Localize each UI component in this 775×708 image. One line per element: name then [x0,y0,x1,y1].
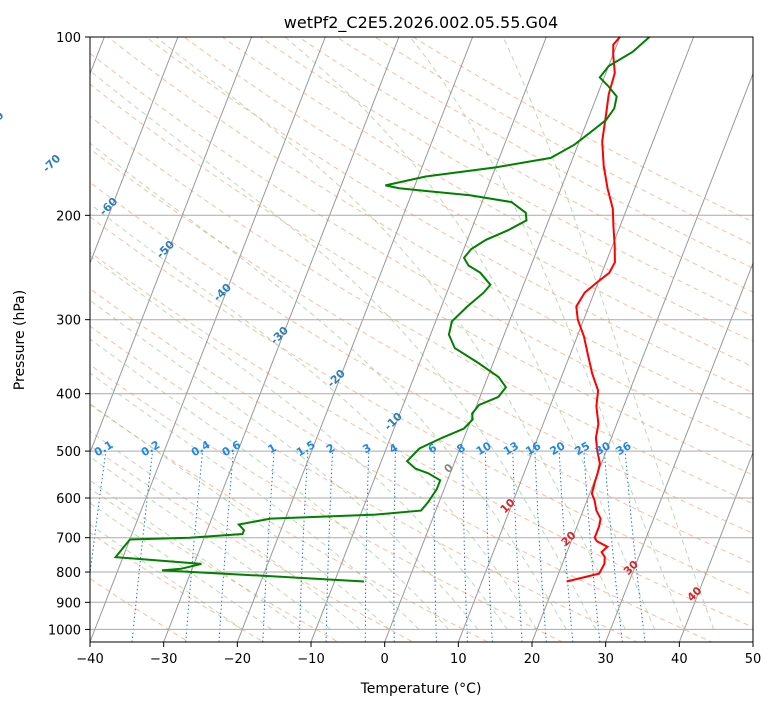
dry-adiabat-line [183,37,753,368]
moist-adiabat-line [90,403,390,630]
dry-adiabat-line [90,52,753,448]
x-tick-label: 10 [450,652,467,667]
x-axis-title: Temperature (°C) [360,681,482,697]
moist-adiabat-line [90,255,508,630]
mixing-ratio-line [298,451,309,642]
isotherm-line [90,37,326,642]
x-tick-label: 0 [381,652,389,667]
isopleth-label-layer: 0.10.20.40.611.52346810131620253036-100-… [0,109,705,604]
moist-adiabat-line [155,37,626,630]
y-tick-label: 600 [56,492,81,507]
mixing-ratio-line [325,451,334,642]
y-tick-label: 100 [56,31,81,46]
isotherm-label: -80 [0,109,7,132]
profile-series-line [566,37,621,583]
series-layer [113,37,651,583]
mixing-ratio-line [534,451,547,642]
mixing-ratio-line [433,451,437,642]
isotherm-line [90,37,179,265]
dry-adiabat-line [90,83,753,476]
dry-adiabat-line [107,37,753,421]
moist-adiabat-line [90,203,538,630]
y-tick-label: 400 [56,388,81,403]
y-tick-label: 500 [56,445,81,460]
x-tick-label: −20 [224,652,251,667]
y-tick-label: 300 [56,314,81,329]
x-tick-label: −10 [297,652,324,667]
x-tick-label: −40 [76,652,103,667]
mixing-ratio-line [364,451,370,642]
isotherm-line [163,37,400,642]
dry-adiabat-line [90,445,414,642]
mixing-ratio-line [485,451,493,642]
mixing-ratio-line [512,451,523,642]
moist-adiabat-line [90,502,272,630]
y-axis: 100 200 300 400 500 600 700 800 900 1000 [48,31,90,638]
moist-adiabat-line [90,142,567,630]
mixing-ratio-line [393,451,396,642]
background-line-layer [90,37,753,642]
dry-adiabat-line [90,181,753,565]
x-tick-label: 20 [524,652,541,667]
moist-adiabat-line [409,37,685,630]
x-tick-label: 30 [597,652,614,667]
isotherm-line [310,37,547,642]
y-tick-label: 900 [56,596,81,611]
y-tick-label: 800 [56,566,81,581]
dry-adiabat-line [298,37,753,293]
dry-adiabat-line [260,37,753,317]
y-tick-label: 1000 [48,623,81,638]
y-axis-title: Pressure (hPa) [12,290,28,390]
moist-adiabat-line [502,37,715,630]
isotherm-line [236,37,474,642]
moist-adiabat-line [90,299,479,630]
moist-adiabat-line [90,338,449,630]
isotherm-line [531,72,753,642]
dry-adiabat-line [145,37,753,394]
isotherm-line [678,451,753,642]
chart-title: wetPf2_C2E5.2026.002.05.55.G04 [284,13,558,33]
y-tick-label: 700 [56,532,81,547]
dry-adiabat-line [90,404,489,642]
mixing-ratio-line [262,451,275,642]
x-axis: −40 −30 −20 −10 0 10 20 30 40 50 [76,642,761,667]
isotherm-line [90,37,253,454]
mixing-ratio-line [462,451,468,642]
moist-adiabat-line [90,456,331,630]
y-tick-label: 200 [56,209,81,224]
isotherm-line [457,37,695,642]
x-tick-label: 40 [671,652,688,667]
dry-adiabat-line [90,251,753,628]
dry-adiabat-line [374,37,753,246]
plot-frame [89,36,754,643]
moist-adiabat-line [90,523,243,630]
moist-adiabat-line [90,430,361,630]
dry-adiabat-line [90,216,753,596]
x-tick-label: −30 [150,652,177,667]
moist-adiabat-line [284,37,656,630]
profile-series-line [113,37,651,583]
isotherm-line [605,261,753,642]
moist-adiabat-line [90,70,597,630]
x-tick-label: 50 [745,652,762,667]
